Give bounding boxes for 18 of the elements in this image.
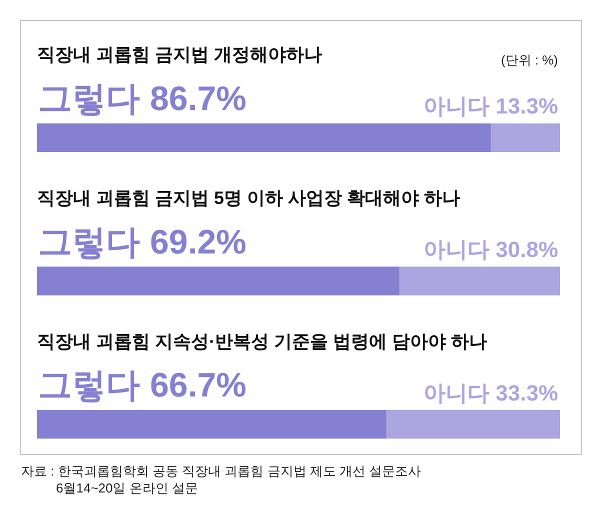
text: 그렇다: [38, 366, 140, 405]
text: 아니다: [424, 380, 490, 406]
annotation: 자료 : 한국괴롭힘학회 공동 직장내 괴롭힘 금지법 제도 개선 설문조사: [21, 464, 422, 479]
y-tick-label: 직장내 괴롭힘 금지법 개정해야하나: [37, 44, 322, 65]
data-label: 66.7%: [150, 366, 246, 405]
series-label: 아니다: [424, 237, 490, 262]
series-label: 그렇다: [38, 80, 140, 118]
data-label: 86.7%: [150, 80, 246, 118]
y-tick-label: 직장내 괴롭힘 지속성·반복성 기준을 법령에 담아야 하나: [37, 331, 487, 352]
text: 6월14~20일 온라인 설문: [56, 480, 198, 496]
data-label: 13.3%: [496, 94, 558, 119]
annotation: (단위 : %): [500, 52, 558, 68]
text: 그렇다: [38, 223, 140, 262]
data-label: 33.3%: [496, 380, 558, 406]
data-label: 69.2%: [150, 223, 246, 262]
text: 아니다: [424, 94, 490, 119]
data-label: 30.8%: [496, 237, 558, 262]
y-tick-label: 직장내 괴롭힘 금지법 5명 이하 사업장 확대해야 하나: [37, 188, 460, 208]
